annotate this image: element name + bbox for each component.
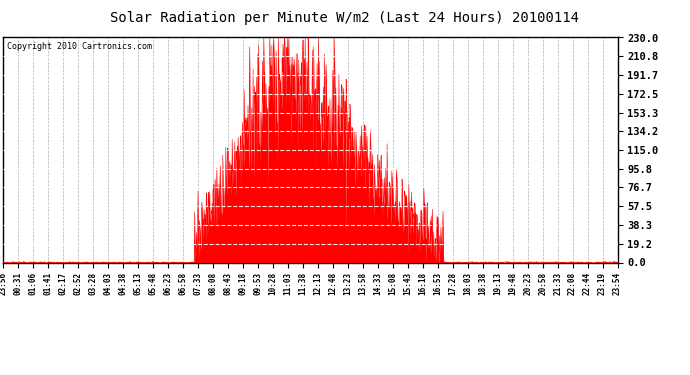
Text: Copyright 2010 Cartronics.com: Copyright 2010 Cartronics.com xyxy=(6,42,152,51)
Text: Solar Radiation per Minute W/m2 (Last 24 Hours) 20100114: Solar Radiation per Minute W/m2 (Last 24… xyxy=(110,11,580,25)
